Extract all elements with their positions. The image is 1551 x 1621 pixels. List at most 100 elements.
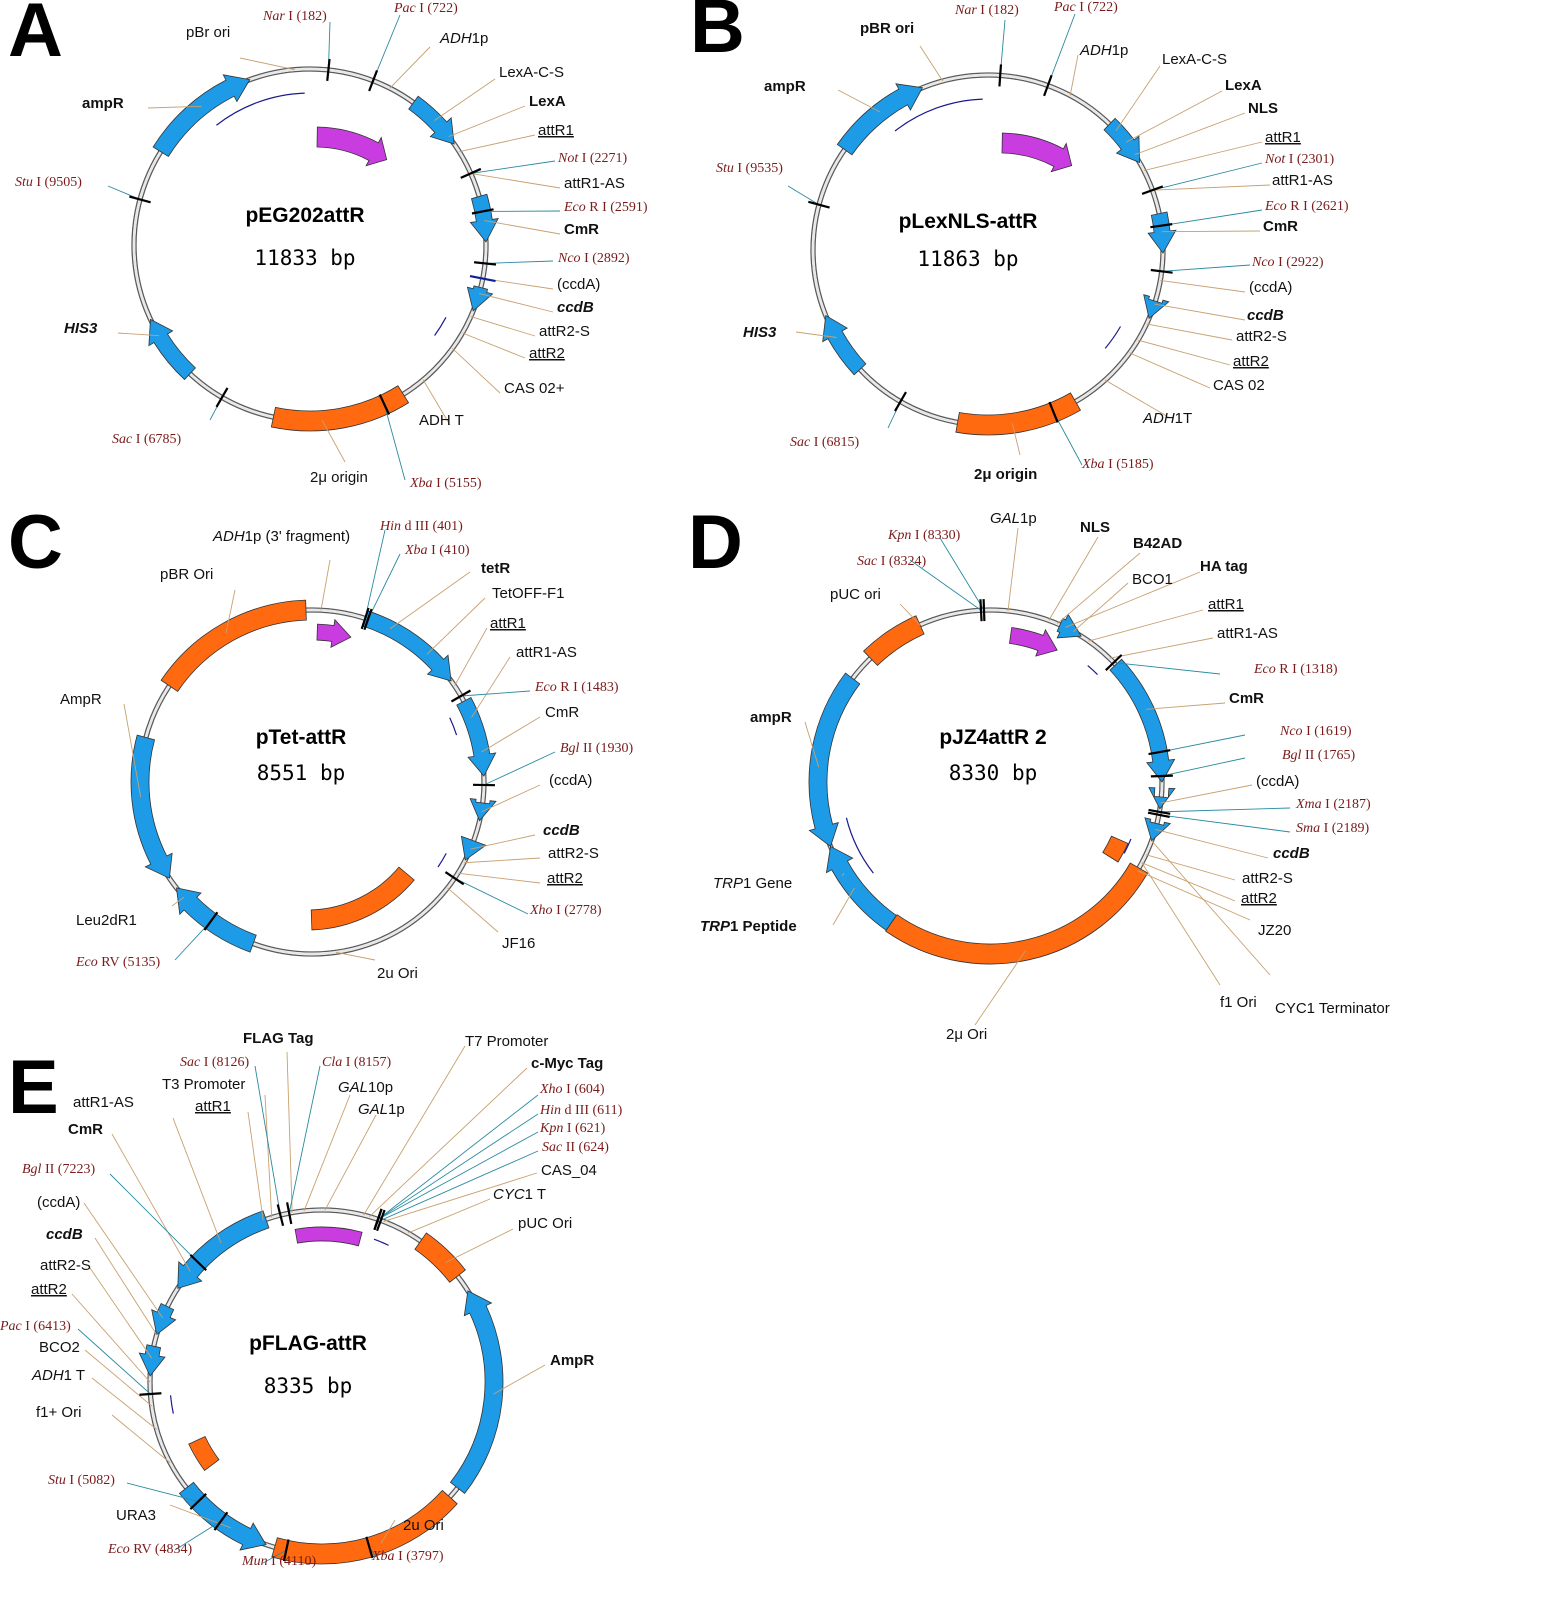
his3-arrow (822, 314, 867, 376)
cut-site-marker (979, 599, 983, 622)
enzyme-site-label: Sac I (6785) (112, 432, 182, 447)
cut-site-marker (189, 1254, 207, 1271)
enzyme-site-label: Bgl II (1930) (560, 741, 633, 756)
feature-label: TRP1 Gene (713, 875, 792, 892)
cut-site-marker (189, 1493, 207, 1510)
feature-label: T7 Promoter (465, 1033, 548, 1050)
feature-label: ADH1p (439, 30, 488, 47)
enzyme-site-label: Eco R I (1318) (1253, 662, 1338, 677)
enzyme-site-label: Xba I (5155) (409, 476, 482, 491)
feature-label: attR2-S (548, 845, 599, 862)
feature-label: attR1-AS (564, 175, 625, 192)
feature-label: attR2 (547, 870, 583, 887)
feature-label: JF16 (502, 935, 535, 952)
enzyme-site-label: Sac I (6815) (790, 435, 860, 450)
cut-site-marker (360, 607, 370, 630)
feature-label: ampR (750, 709, 792, 726)
cut-site-marker (471, 208, 494, 215)
enzyme-site-label: Stu I (9535) (716, 161, 783, 176)
feature-label: LexA (1225, 77, 1262, 94)
enzyme-site-label: Sac I (8324) (857, 554, 927, 569)
feature-label: ccdB (543, 822, 580, 839)
enzyme-site-label: Nar I (182) (262, 9, 327, 24)
enzyme-site-label: Kpn I (621) (539, 1121, 606, 1136)
enzyme-site-label: Nco I (1619) (1279, 724, 1352, 739)
feature-label: attR1-AS (1217, 625, 1278, 642)
plasmid-name: pJZ4attR 2 (939, 726, 1046, 749)
plasmid-size: 8551 bp (257, 761, 346, 785)
feature-label: AmpR (550, 1352, 594, 1369)
ampR-arrow (152, 74, 251, 158)
pbr-ori-arc (894, 98, 983, 132)
lexA-arrow (1103, 117, 1140, 164)
feature-label: 2u Ori (377, 965, 418, 982)
leu2d-arrow (175, 887, 257, 953)
cut-site-marker (129, 195, 151, 204)
cmR-arrow (456, 696, 497, 777)
2u-ori-bar (271, 1489, 458, 1565)
trp1-peptide-arc (845, 817, 874, 874)
panel-letter: B (690, 0, 745, 69)
attR1-mark (449, 717, 458, 736)
ccdB-arrow (1143, 294, 1170, 320)
feature-label: c-Myc Tag (531, 1055, 603, 1072)
ura3-arrow (178, 1481, 267, 1551)
cmR-arrow (177, 1210, 270, 1289)
feature-label: Leu2dR1 (76, 912, 137, 929)
feature-label: CmR (1263, 218, 1298, 235)
tetR-arrow (362, 610, 452, 682)
attR1-mark (1087, 665, 1098, 675)
feature-label: URA3 (116, 1507, 156, 1524)
2mu-origin-bar (955, 392, 1082, 436)
panel-letter: E (8, 1045, 59, 1130)
2mu-ori-bar (885, 862, 1149, 965)
pbr-ori-arc (216, 92, 305, 126)
feature-label: (ccdA) (37, 1194, 80, 1211)
feature-label: LexA-C-S (499, 64, 564, 81)
feature-label: GAL1p (990, 510, 1037, 527)
feature-label: ADH1 T (31, 1367, 85, 1384)
cut-site-marker (1048, 401, 1059, 423)
cut-site-marker (998, 64, 1003, 87)
adh1p-arrow (316, 618, 352, 649)
cut-site-marker (473, 261, 497, 266)
plasmid-name: pLexNLS-attR (899, 210, 1038, 233)
plasmid-size: 8330 bp (949, 761, 1038, 785)
feature-label: attR1 (1208, 596, 1244, 613)
puc-ori-bar (414, 1232, 466, 1283)
adh-t-arc (1104, 326, 1122, 349)
feature-label: CAS 02+ (504, 380, 565, 397)
feature-label: CAS_04 (541, 1162, 597, 1179)
feature-label: attR2 (1241, 890, 1277, 907)
enzyme-site-label: Eco R I (2621) (1264, 199, 1349, 214)
2u-ori-bar (310, 866, 415, 931)
his3-arrow (148, 318, 196, 381)
feature-label: B42AD (1133, 535, 1182, 552)
feature-label: attR2-S (1242, 870, 1293, 887)
enzyme-site-label: Xba I (3797) (371, 1549, 444, 1564)
feature-label: attR1-AS (516, 644, 577, 661)
feature-label: HIS3 (64, 320, 98, 337)
feature-label: T3 Promoter (162, 1076, 245, 1093)
enzyme-site-label: Not I (2301) (1264, 152, 1335, 167)
ccdB-arrow (1144, 817, 1172, 842)
enzyme-site-label: Hin d III (611) (539, 1103, 623, 1118)
cmR-arrow (1109, 658, 1176, 783)
adh1p-arrow (1001, 132, 1073, 173)
feature-label: TetOFF-F1 (492, 585, 565, 602)
feature-label: ccdB (557, 299, 594, 316)
feature-label: HA tag (1200, 558, 1248, 575)
feature-label: GAL1p (358, 1101, 405, 1118)
feature-label: LexA (529, 93, 566, 110)
cut-site-marker (1150, 268, 1173, 274)
cut-site-marker (373, 1208, 383, 1231)
cas04-mark (373, 1238, 389, 1246)
feature-label: HIS3 (743, 324, 777, 341)
feature-label: JZ20 (1258, 922, 1291, 939)
feature-label: TRP1 Peptide (700, 918, 797, 935)
enzyme-site-label: Hin d III (401) (379, 519, 463, 534)
feature-label: GAL10p (338, 1079, 393, 1096)
cut-site-marker (982, 599, 986, 622)
pbr-ori-bar (160, 599, 307, 692)
